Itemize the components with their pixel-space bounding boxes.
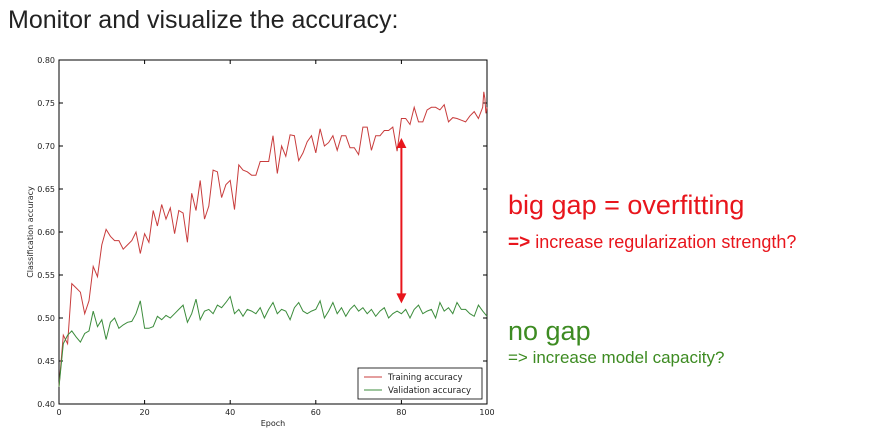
y-tick-label: 0.55	[37, 271, 55, 280]
x-tick-label: 20	[140, 408, 150, 417]
y-tick-label: 0.45	[37, 357, 55, 366]
y-tick-label: 0.60	[37, 228, 55, 237]
overfitting-callout-title: big gap = overfitting	[508, 190, 745, 220]
plot-frame	[58, 59, 488, 405]
x-tick-label: 100	[479, 408, 494, 417]
legend-box	[357, 367, 483, 400]
gap-arrow-head-up	[396, 138, 407, 148]
y-tick-label: 0.40	[37, 400, 55, 409]
x-axis-label: Epoch	[261, 419, 286, 428]
x-tick-label: 80	[396, 408, 406, 417]
regularization-suggestion: increase regularization strength?	[535, 232, 797, 252]
no-gap-callout-suggestion: => increase model capacity?	[508, 348, 725, 367]
y-tick-label: 0.75	[37, 99, 55, 108]
x-tick-label: 40	[225, 408, 235, 417]
overfitting-callout-suggestion: => increase regularization strength?	[508, 232, 796, 254]
y-tick-label: 0.70	[37, 142, 55, 151]
slide-title: Monitor and visualize the accuracy:	[8, 6, 399, 34]
y-tick-label: 0.50	[37, 314, 55, 323]
series-line-training	[58, 91, 488, 387]
implies-arrow: =>	[508, 232, 531, 253]
gap-arrow-head-down	[396, 293, 407, 304]
x-tick-label: 60	[311, 408, 321, 417]
legend-label: Validation accuracy	[388, 386, 471, 396]
y-tick-label: 0.65	[37, 185, 55, 194]
no-gap-callout-title: no gap	[508, 316, 591, 346]
y-tick-label: 0.80	[37, 56, 55, 65]
legend-label: Training accuracy	[387, 373, 463, 383]
series-line-validation	[58, 295, 488, 387]
x-tick-label: 0	[56, 408, 61, 417]
y-axis-label: Classification accuracy	[26, 186, 35, 278]
